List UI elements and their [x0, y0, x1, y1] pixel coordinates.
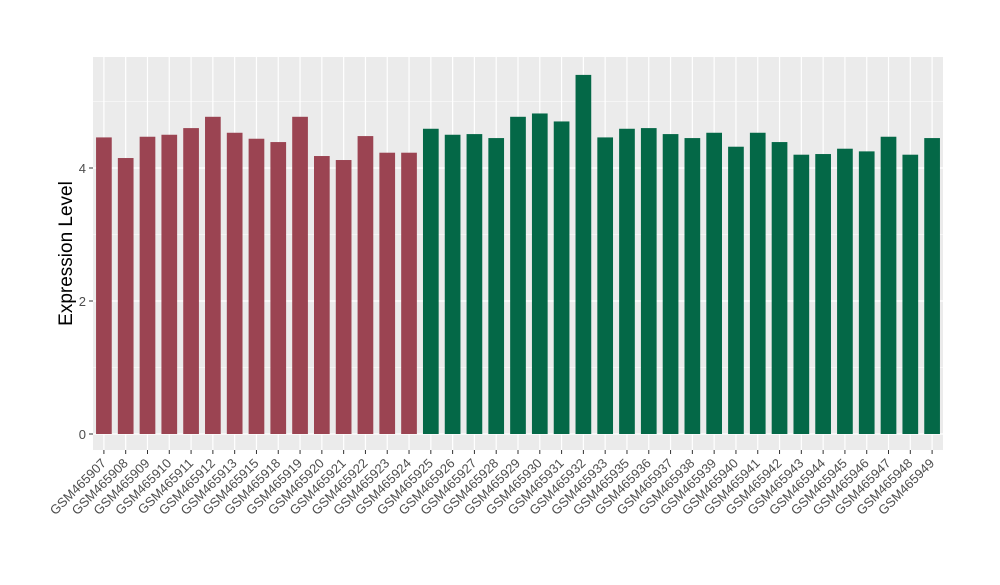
bar-GSM465919 [292, 116, 308, 435]
bar-GSM465946 [858, 151, 875, 434]
bar-GSM465920 [314, 156, 330, 434]
bar-GSM465947 [880, 136, 897, 434]
bar-GSM465918 [270, 142, 287, 434]
bar-GSM465938 [684, 138, 701, 434]
bar-GSM465911 [183, 128, 199, 434]
bar-GSM465915 [248, 138, 265, 435]
bar-GSM465936 [640, 128, 657, 434]
bar-GSM465937 [662, 134, 679, 434]
y-tick-label: 4 [79, 161, 86, 176]
bar-GSM465922 [357, 136, 374, 434]
y-tick-label: 0 [79, 427, 86, 442]
bar-GSM465910 [161, 134, 178, 434]
bar-GSM465907 [96, 137, 112, 434]
bar-GSM465923 [379, 152, 396, 434]
bar-GSM465940 [728, 146, 744, 434]
bar-GSM465943 [793, 154, 810, 434]
x-axis-ticks: GSM465907GSM465908GSM465909GSM465910GSM4… [47, 450, 937, 518]
bar-GSM465924 [401, 152, 417, 434]
bar-GSM465913 [226, 132, 243, 434]
bar-GSM465929 [510, 116, 526, 435]
y-axis-ticks: 0 2 4 [79, 161, 93, 442]
bar-GSM465912 [205, 116, 221, 435]
bar-GSM465945 [837, 148, 853, 434]
bar-GSM465933 [597, 137, 614, 434]
bar-GSM465909 [139, 136, 156, 434]
y-axis-title: Expression Level [56, 181, 77, 326]
bar-GSM465948 [902, 154, 919, 434]
bar-GSM465942 [771, 142, 788, 434]
bar-GSM465921 [335, 160, 352, 434]
y-tick-label: 2 [79, 294, 86, 309]
bar-GSM465926 [444, 134, 461, 434]
bar-GSM465928 [488, 138, 505, 434]
bar-GSM465927 [466, 134, 483, 434]
bar-GSM465908 [117, 158, 134, 434]
bar-GSM465931 [553, 121, 570, 434]
bar-GSM465925 [422, 128, 439, 434]
bars [96, 74, 940, 435]
bar-GSM465930 [531, 113, 548, 434]
bar-GSM465939 [706, 132, 722, 434]
bar-GSM465941 [749, 132, 766, 434]
bar-GSM465949 [924, 138, 940, 434]
bar-GSM465944 [815, 154, 831, 434]
bar-GSM465935 [619, 128, 635, 434]
bar-GSM465932 [575, 74, 592, 435]
